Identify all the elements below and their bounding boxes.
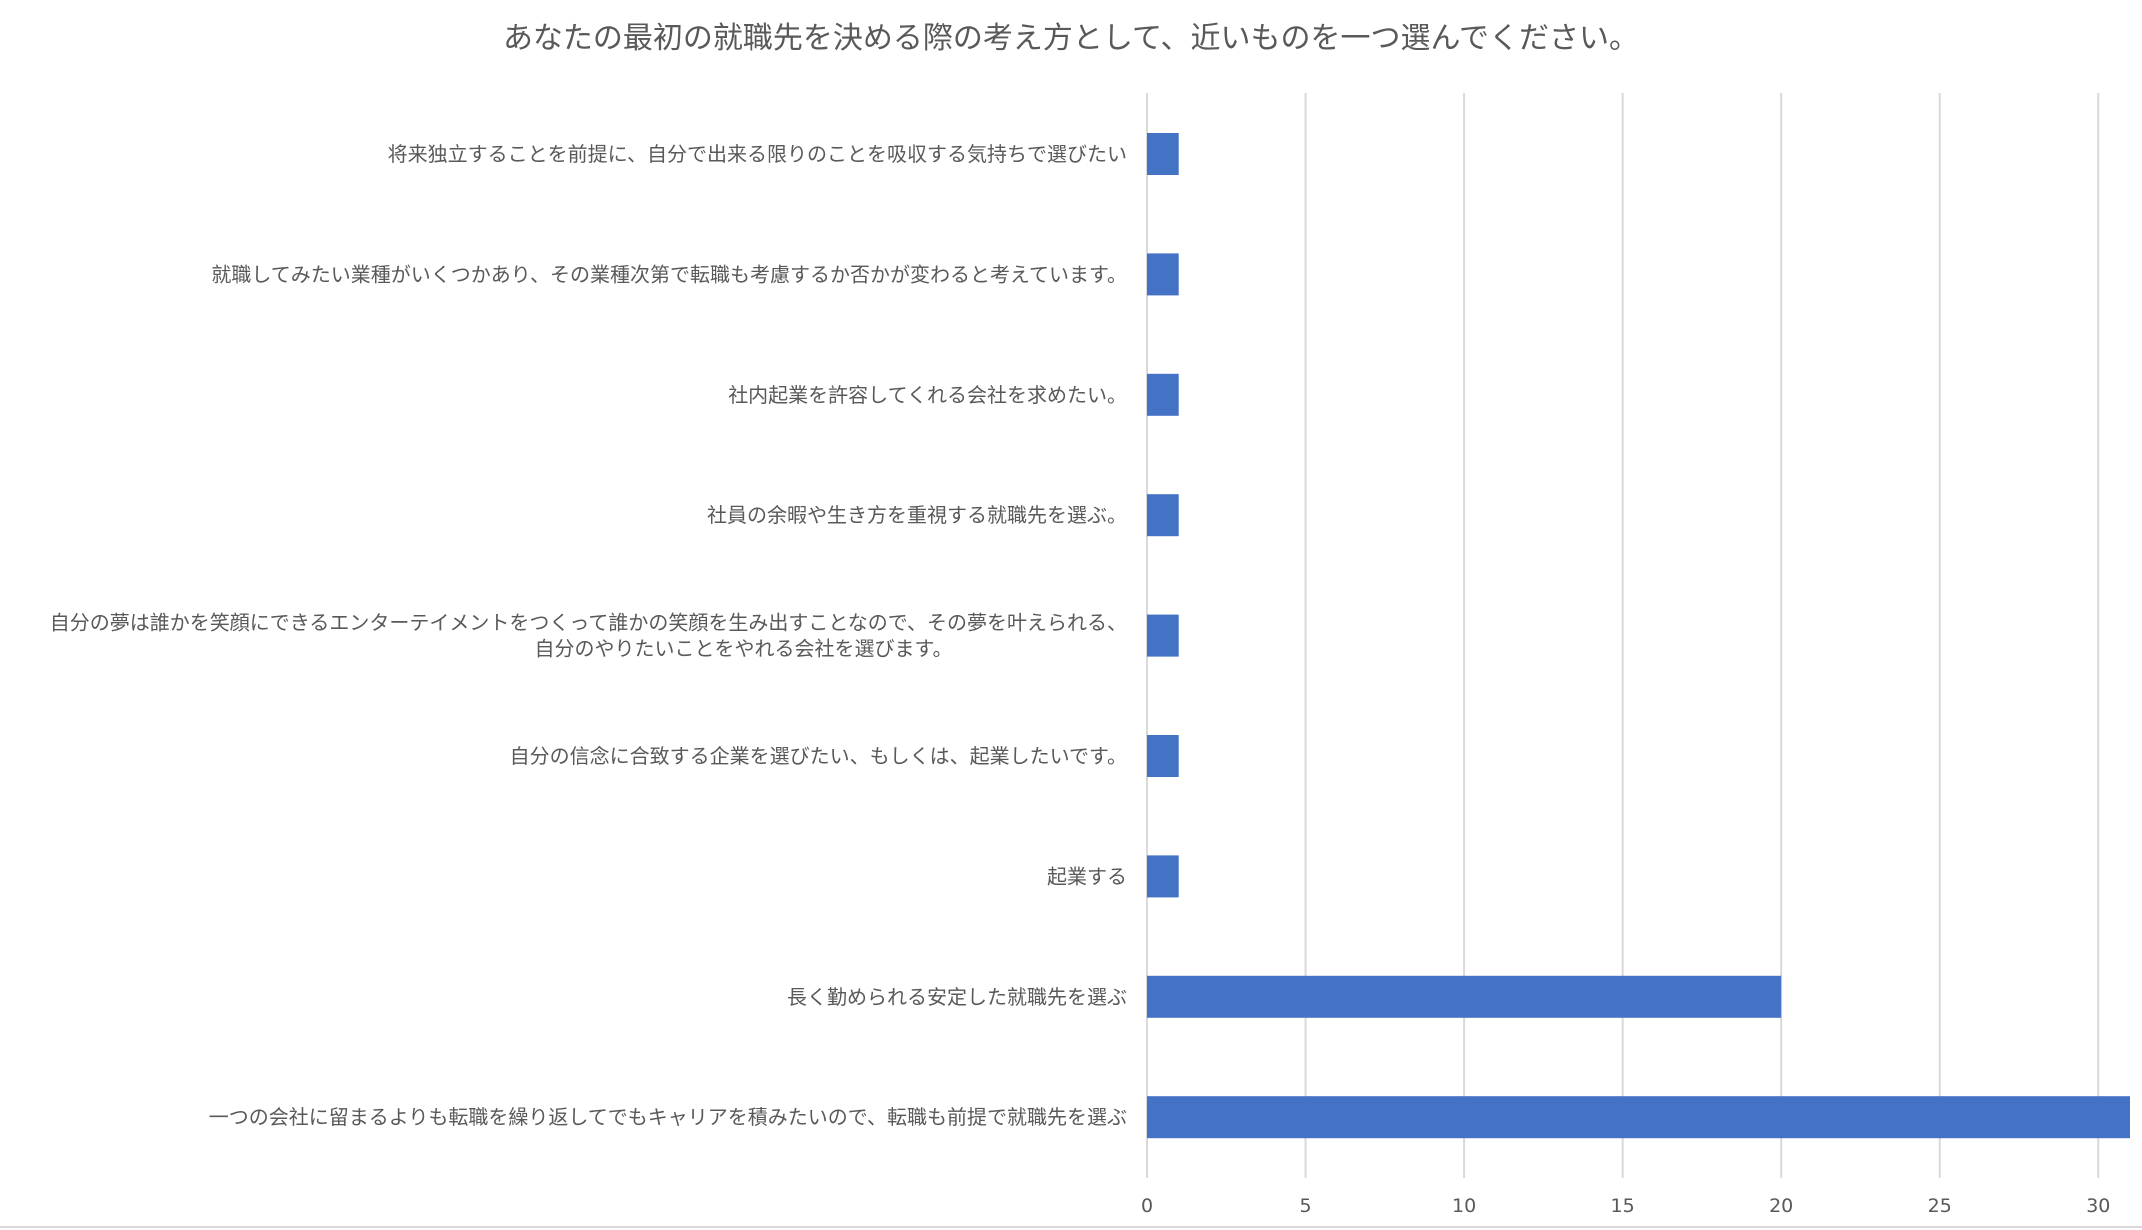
bar <box>1147 253 1179 296</box>
bar <box>1147 975 1782 1018</box>
bar <box>1147 614 1179 657</box>
bar <box>1147 855 1179 898</box>
x-tick-label: 0 <box>1141 1195 1153 1217</box>
category-label: 自分のやりたいことをやれる会社を選びます。 <box>535 637 953 661</box>
x-tick-label: 25 <box>1928 1195 1952 1217</box>
category-label: 自分の信念に合致する企業を選びたい、もしくは、起業したいです。 <box>510 744 1127 768</box>
category-label: 社内起業を許容してくれる会社を求めたい。 <box>728 383 1127 407</box>
chart-title: あなたの最初の就職先を決める際の考え方として、近いものを一つ選んでください。 <box>503 21 1639 56</box>
bar <box>1147 1096 2130 1139</box>
bar <box>1147 735 1179 777</box>
bar <box>1147 373 1179 416</box>
category-label: 一つの会社に留まるよりも転職を繰り返してでもキャリアを積みたいので、転職も前提で… <box>209 1105 1127 1129</box>
x-tick-label: 5 <box>1300 1195 1312 1217</box>
bar <box>1147 494 1179 537</box>
bars <box>1147 133 2130 1139</box>
category-label: 就職してみたい業種がいくつかあり、その業種次第で転職も考慮するか否かが変わると考… <box>211 262 1127 286</box>
x-axis-tick-labels: 0 5 10 15 20 25 30 <box>1141 1195 2110 1217</box>
category-label: 社員の余暇や生き方を重視する就職先を選ぶ。 <box>707 503 1127 527</box>
category-label: 長く勤められる安定した就職先を選ぶ <box>787 985 1127 1009</box>
x-tick-label: 30 <box>2086 1195 2110 1217</box>
x-tick-label: 10 <box>1452 1195 1476 1217</box>
category-label: 将来独立することを前提に、自分で出来る限りのことを吸収する気持ちで選びたい <box>388 142 1127 166</box>
category-label: 自分の夢は誰かを笑顔にできるエンターテイメントをつくって誰かの笑顔を生み出すこと… <box>50 611 1127 635</box>
bar <box>1147 133 1179 175</box>
category-labels: 将来独立することを前提に、自分で出来る限りのことを吸収する気持ちで選びたい就職し… <box>50 142 1127 1129</box>
category-label: 起業する <box>1047 864 1127 888</box>
gridlines <box>1146 93 2100 1178</box>
x-tick-label: 15 <box>1611 1195 1635 1217</box>
x-tick-label: 20 <box>1769 1195 1793 1217</box>
